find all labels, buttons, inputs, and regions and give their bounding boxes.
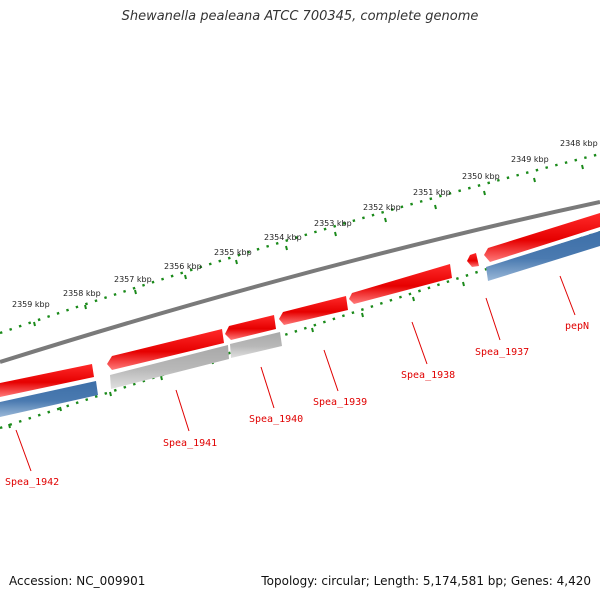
gene-arrow-spea-1937[interactable] — [467, 253, 479, 267]
scale-tick — [384, 217, 387, 223]
inner-tick — [361, 312, 364, 318]
gene-label-pepn: pepN — [565, 321, 589, 332]
scale-tick — [533, 177, 536, 183]
outer-tick-dots — [0, 152, 600, 335]
gene-arrow-spea-1941[interactable] — [107, 329, 224, 370]
gene-label-spea-1940: Spea_1940 — [249, 414, 303, 425]
gene-arrow-spea-1938[interactable] — [349, 264, 452, 304]
leader-line-spea-1938 — [411, 321, 428, 365]
scale-tick — [235, 259, 238, 265]
scale-tick — [134, 289, 137, 295]
reverse-strand-track — [0, 231, 600, 417]
accession-text: Accession: NC_009901 — [9, 574, 146, 588]
forward-strand-track — [0, 213, 600, 397]
scale-tick — [334, 231, 337, 237]
gene-label-spea-1937: Spea_1937 — [475, 347, 529, 358]
inner-tick — [8, 423, 11, 429]
scale-label: 2350 kbp — [462, 172, 500, 181]
leader-line-spea-1942 — [15, 429, 32, 472]
scale-tick — [434, 204, 437, 210]
inner-tick — [59, 406, 62, 412]
scale-label: 2354 kbp — [264, 233, 302, 242]
scale-label: 2356 kbp — [164, 262, 202, 271]
scale-label: 2358 kbp — [63, 289, 101, 298]
inner-tick — [160, 375, 163, 381]
leader-line-spea-1939 — [323, 349, 339, 392]
scale-label: 2349 kbp — [511, 155, 549, 164]
gene-labels: pepN Spea_1937 Spea_1938 Spea_1939 Spea_… — [5, 321, 589, 488]
scale-label: 2351 kbp — [413, 188, 451, 197]
gene-arrow-spea-1942[interactable] — [0, 381, 98, 417]
scale-label: 2348 kbp — [560, 139, 598, 148]
inner-tick — [412, 296, 415, 302]
scale-label: 2357 kbp — [114, 275, 152, 284]
leader-line-spea-1937 — [485, 297, 501, 341]
inner-tick — [311, 327, 314, 333]
scale-tick — [285, 245, 288, 251]
scale-tick — [33, 321, 36, 327]
scale-label: 2359 kbp — [12, 300, 50, 309]
scale-label: 2353 kbp — [314, 219, 352, 228]
gene-arrow-right-edge[interactable] — [484, 213, 600, 262]
scale-tick — [581, 164, 584, 170]
gene-arrow-spea-1939[interactable] — [279, 296, 348, 325]
scale-labels: 2348 kbp 2349 kbp 2350 kbp 2351 kbp 2352… — [12, 139, 598, 309]
scale-label: 2355 kbp — [214, 248, 252, 257]
inner-tick — [462, 281, 465, 287]
leader-line-spea-1940 — [260, 366, 275, 409]
scale-tick — [84, 304, 87, 310]
pseudo-segment-2[interactable] — [230, 332, 282, 358]
inner-tick — [109, 391, 112, 397]
gene-arrow-pepn[interactable] — [486, 231, 600, 281]
gene-label-spea-1942: Spea_1942 — [5, 477, 59, 488]
gene-arrow-left-edge[interactable] — [0, 364, 94, 397]
scale-tick — [483, 190, 486, 196]
pseudo-segment-1[interactable] — [110, 345, 229, 389]
leader-line-spea-1941 — [175, 389, 190, 432]
inner-tick-dots — [0, 230, 600, 430]
gene-label-spea-1939: Spea_1939 — [313, 397, 367, 408]
gene-label-spea-1941: Spea_1941 — [163, 438, 217, 449]
map-title: Shewanella pealeana ATCC 700345, complet… — [121, 9, 479, 24]
gene-arrow-spea-1940[interactable] — [225, 315, 276, 340]
genome-backbone — [0, 200, 600, 364]
genome-stats-text: Topology: circular; Length: 5,174,581 bp… — [261, 574, 591, 588]
scale-tick — [184, 274, 187, 280]
gene-label-spea-1938: Spea_1938 — [401, 370, 455, 381]
outer-tick-track — [0, 152, 600, 335]
leader-line-pepn — [559, 275, 576, 316]
scale-label: 2352 kbp — [363, 203, 401, 212]
label-leaders — [15, 275, 576, 472]
